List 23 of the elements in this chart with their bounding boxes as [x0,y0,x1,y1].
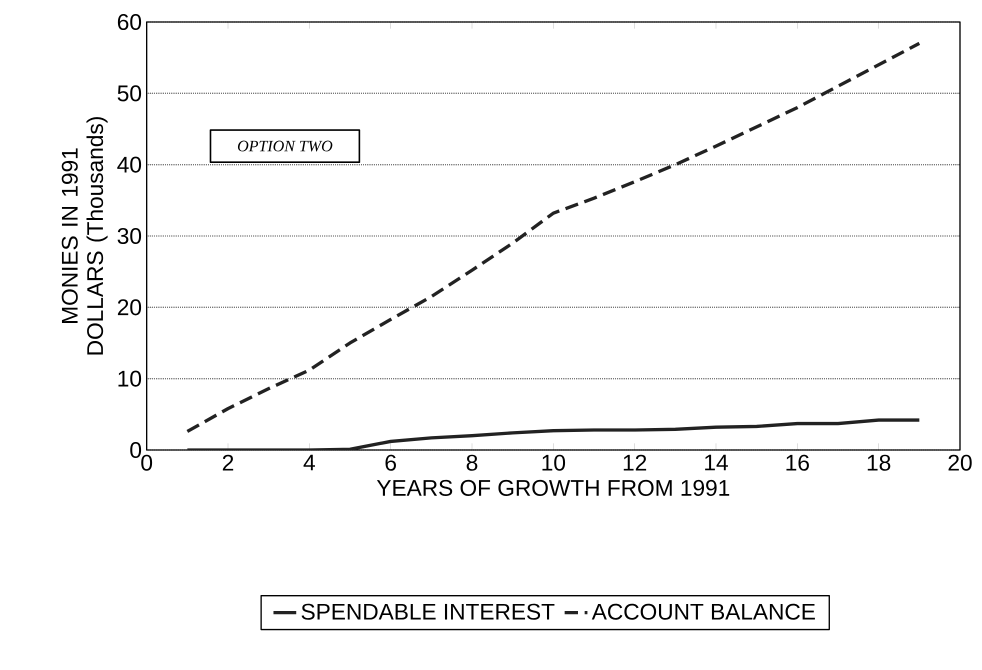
x-tick-label: 6 [386,454,396,471]
x-tick-label: 2 [222,454,234,471]
y-tick-label: 60 [118,14,142,30]
x-tick-label: 0 [141,454,152,471]
y-tick-label: 50 [118,85,142,102]
y-tick-label: 10 [118,370,142,387]
x-tick-label: 18 [868,454,890,471]
x-tick-label: 16 [786,454,809,471]
x-tick-label: 14 [705,454,728,470]
y-tick-label: 40 [117,156,142,173]
legend-label: SPENDABLE INTEREST [302,604,554,620]
x-tick-label: 10 [542,454,566,471]
y-axis-title: MONIES IN 1991 DOLLARS (Thousands) [62,117,108,354]
legend-label: ACCOUNT BALANCE [592,604,815,620]
x-axis-title: YEARS OF GROWTH FROM 1991 [376,480,730,496]
x-tick-label: 4 [304,454,315,470]
y-tick-label: 0 [130,442,142,458]
y-tick-label: 20 [118,299,142,316]
x-tick-label: 12 [624,454,646,471]
y-tick-label: 30 [118,228,142,244]
x-tick-label: 20 [948,454,972,471]
x-tick-label: 8 [466,454,478,471]
annotation: OPTION TWO [238,140,332,152]
